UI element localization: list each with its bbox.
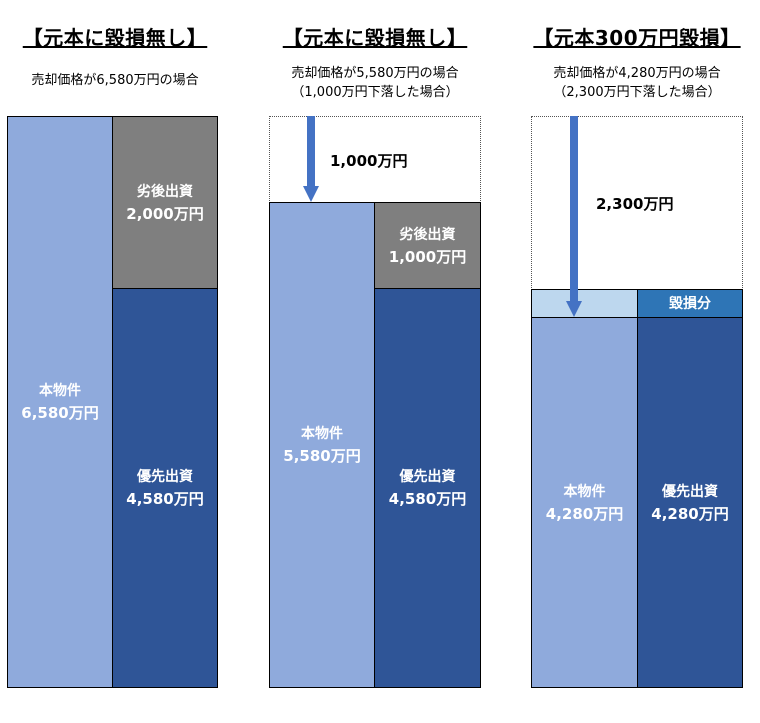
panel-1-junior-amount: 2,000万円 <box>126 204 204 223</box>
panel-1-property-label: 本物件 <box>39 383 81 399</box>
panel-3-senior-amount: 4,280万円 <box>651 504 729 523</box>
panel-3-loss-zone <box>531 289 638 318</box>
panel-3-property-amount: 4,280万円 <box>545 504 624 523</box>
panel-1-title: 【元本に毀損無し】 <box>22 26 208 50</box>
panel-2-title: 【元本に毀損無し】 <box>282 26 468 50</box>
panel-3-subtitle-line-1: 売却価格が4,280万円の場合 <box>553 66 721 81</box>
panel-1-property-amount: 6,580万円 <box>21 404 99 422</box>
panel-2-subtitle-line-2: （1,000万円下落した場合） <box>291 85 459 100</box>
panel-2-senior-block: 優先出資 4,580万円 <box>374 288 481 688</box>
panel-2-senior-label: 優先出資 <box>399 469 456 485</box>
down-arrow-icon <box>566 116 582 317</box>
panel-2-senior-amount: 4,580万円 <box>388 490 467 508</box>
panel-3-senior-label: 優先出資 <box>662 483 718 500</box>
panel-1-senior-label: 優先出資 <box>137 469 193 485</box>
panel-3-drop-label: 2,300万円 <box>596 195 674 213</box>
panel-2-drop-label: 1,000万円 <box>330 152 408 170</box>
panel-3-loss-label: 毀損分 <box>669 295 711 312</box>
panel-2-subtitle-line-1: 売却価格が5,580万円の場合 <box>291 66 459 81</box>
panel-1-junior-label: 劣後出資 <box>137 183 193 200</box>
panel-1-subtitle-line-1: 売却価格が6,580万円の場合 <box>31 73 199 88</box>
panel-3-loss-block: 毀損分 <box>637 289 743 318</box>
panel-3-senior-block: 優先出資 4,280万円 <box>637 317 743 688</box>
panel-1-property-block: 本物件 6,580万円 <box>7 116 113 688</box>
panel-2-property-label: 本物件 <box>301 426 343 442</box>
panel-1-senior-block: 優先出資 4,580万円 <box>112 288 218 688</box>
panel-1-senior-amount: 4,580万円 <box>126 490 204 508</box>
panel-3-property-block: 本物件 4,280万円 <box>531 317 638 688</box>
panel-1-subtitle: 売却価格が6,580万円の場合 <box>0 71 230 90</box>
panel-3-property-label: 本物件 <box>563 483 606 500</box>
panel-2-junior-amount: 1,000万円 <box>388 247 467 266</box>
panel-2-junior-label: 劣後出資 <box>399 226 456 243</box>
panel-2-property-block: 本物件 5,580万円 <box>269 202 375 688</box>
panel-2-property-amount: 5,580万円 <box>283 447 361 465</box>
panel-2-subtitle: 売却価格が5,580万円の場合 （1,000万円下落した場合） <box>260 64 490 102</box>
panel-3-subtitle: 売却価格が4,280万円の場合 （2,300万円下落した場合） <box>522 64 752 102</box>
panel-1-junior-block: 劣後出資 2,000万円 <box>112 116 218 289</box>
panel-3-subtitle-line-2: （2,300万円下落した場合） <box>553 85 721 100</box>
down-arrow-icon <box>303 116 319 202</box>
panel-3-title: 【元本300万円毀損】 <box>533 26 741 50</box>
panel-2-junior-block: 劣後出資 1,000万円 <box>374 202 481 289</box>
